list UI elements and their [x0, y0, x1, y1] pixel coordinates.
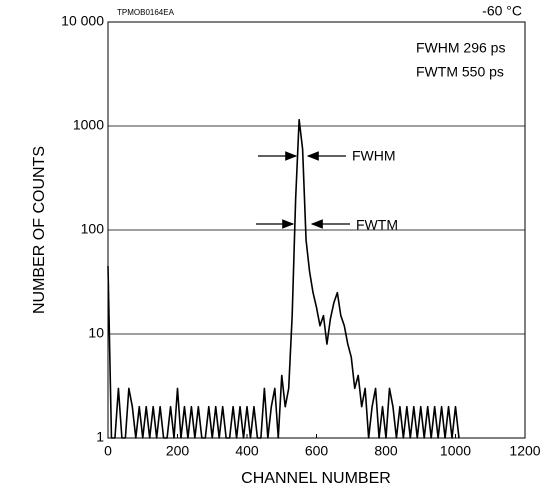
x-axis-label: CHANNEL NUMBER [241, 470, 391, 487]
data-line [107, 118, 460, 439]
x-tick-label: 1000 [440, 443, 471, 459]
y-tick-label: 10 [88, 325, 104, 341]
annotation: FWTM 550 ps [416, 64, 504, 80]
chart-code: TPMOB0164EA [117, 8, 175, 17]
annotation: FWTM [356, 217, 398, 233]
x-tick-label: 0 [104, 443, 112, 459]
y-tick-label: 100 [81, 221, 105, 237]
y-tick-label: 1000 [73, 117, 104, 133]
x-tick-label: 600 [305, 443, 329, 459]
temperature: -60 °C [482, 3, 522, 19]
annotation: FWHM 296 ps [416, 40, 505, 56]
y-tick-label: 1 [96, 429, 104, 445]
x-tick-label: 400 [235, 443, 259, 459]
annotation: FWHM [352, 148, 396, 164]
x-tick-label: 1200 [509, 443, 540, 459]
x-tick-label: 200 [166, 443, 190, 459]
x-tick-label: 800 [374, 443, 398, 459]
y-tick-label: 10 000 [61, 13, 104, 29]
y-axis-label: NUMBER OF COUNTS [31, 146, 48, 314]
